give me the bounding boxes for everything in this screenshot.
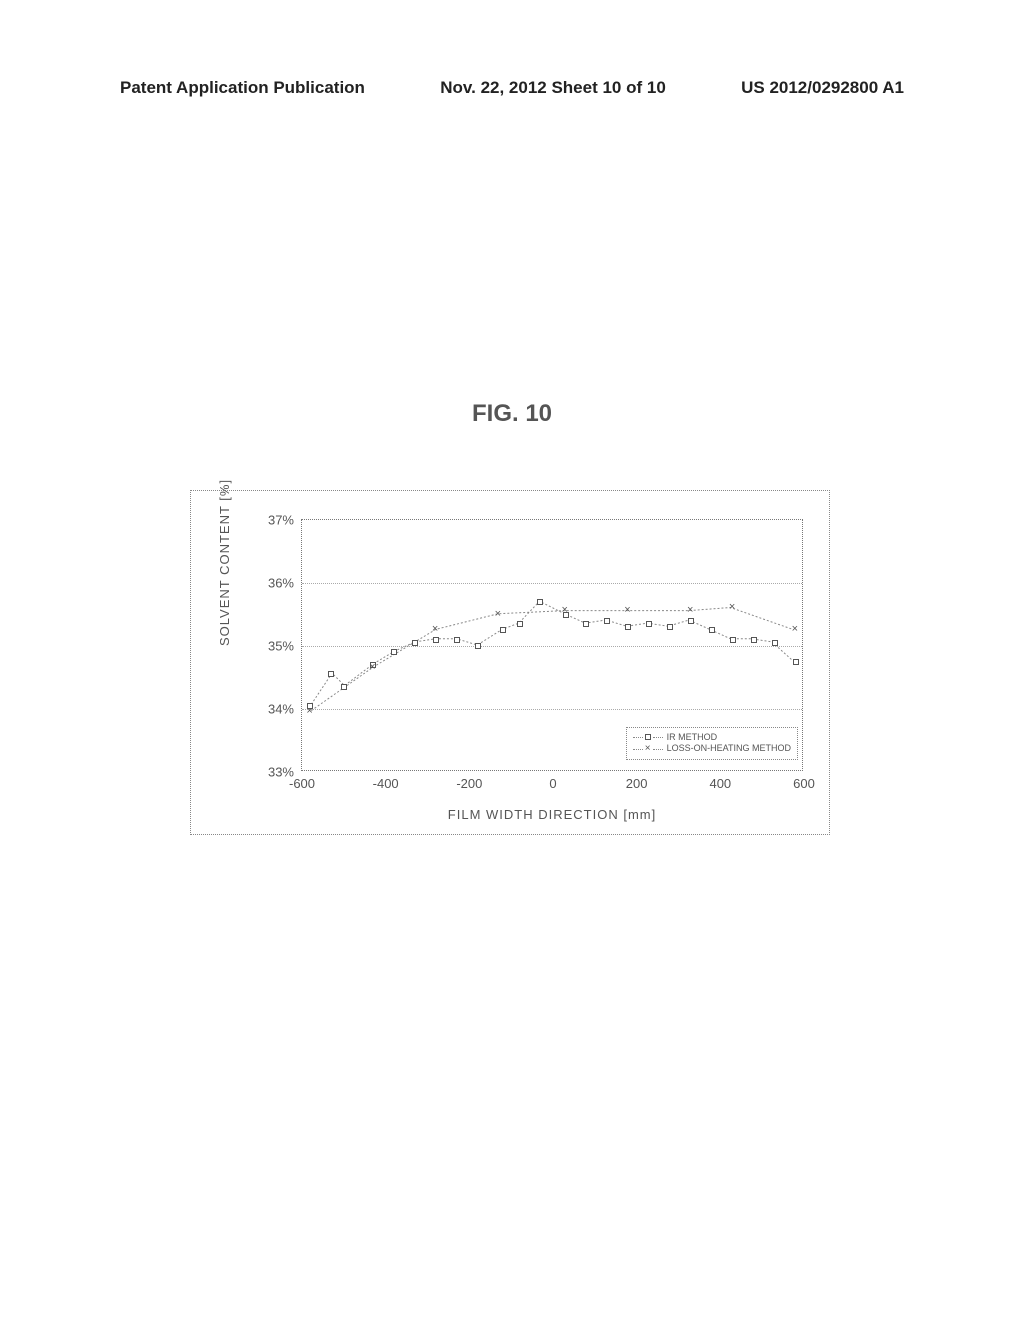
figure-label: FIG. 10	[0, 400, 1024, 428]
marker-x: ×	[432, 624, 438, 635]
marker-square	[604, 618, 610, 624]
y-tick-label: 36%	[268, 576, 294, 591]
marker-square	[772, 640, 778, 646]
marker-x: ×	[792, 624, 798, 635]
marker-square	[709, 627, 715, 633]
y-tick-label: 37%	[268, 513, 294, 528]
x-axis-label: FILM WIDTH DIRECTION [mm]	[301, 807, 803, 822]
header-right: US 2012/0292800 A1	[741, 78, 904, 98]
marker-x: ×	[562, 605, 568, 616]
y-tick-label: 34%	[268, 702, 294, 717]
x-tick-label: 200	[626, 776, 648, 791]
marker-square	[537, 599, 543, 605]
x-tick-label: 0	[549, 776, 556, 791]
marker-square	[730, 637, 736, 643]
square-icon	[633, 734, 663, 740]
marker-square	[341, 684, 347, 690]
marker-square	[412, 640, 418, 646]
marker-x: ×	[369, 662, 375, 673]
marker-x: ×	[729, 602, 735, 613]
marker-x: ×	[624, 605, 630, 616]
marker-x: ×	[687, 605, 693, 616]
x-tick-label: -600	[289, 776, 315, 791]
marker-square	[646, 621, 652, 627]
marker-square	[391, 649, 397, 655]
header-center: Nov. 22, 2012 Sheet 10 of 10	[440, 78, 666, 98]
legend: IR METHOD × LOSS-ON-HEATING METHOD	[626, 727, 798, 760]
plot-area: 33%34%35%36%37%-600-400-2000200400600×××…	[301, 519, 803, 771]
marker-square	[583, 621, 589, 627]
marker-square	[500, 627, 506, 633]
marker-square	[454, 637, 460, 643]
marker-square	[625, 624, 631, 630]
marker-square	[433, 637, 439, 643]
y-tick-label: 35%	[268, 639, 294, 654]
x-tick-label: -200	[456, 776, 482, 791]
x-tick-label: 600	[793, 776, 815, 791]
marker-square	[667, 624, 673, 630]
legend-item: × LOSS-ON-HEATING METHOD	[633, 743, 791, 755]
legend-label: LOSS-ON-HEATING METHOD	[667, 743, 791, 755]
x-tick-label: 400	[709, 776, 731, 791]
marker-square	[517, 621, 523, 627]
marker-x: ×	[306, 706, 312, 717]
marker-square	[688, 618, 694, 624]
legend-item: IR METHOD	[633, 732, 791, 744]
marker-square	[475, 643, 481, 649]
x-tick-label: -400	[373, 776, 399, 791]
marker-square	[751, 637, 757, 643]
chart-container: SOLVENT CONTENT [%] 33%34%35%36%37%-600-…	[190, 490, 830, 835]
x-icon: ×	[633, 744, 663, 754]
marker-square	[328, 671, 334, 677]
marker-x: ×	[495, 609, 501, 620]
header-left: Patent Application Publication	[120, 78, 365, 98]
marker-square	[793, 659, 799, 665]
page-header: Patent Application Publication Nov. 22, …	[0, 78, 1024, 98]
legend-label: IR METHOD	[667, 732, 718, 744]
y-axis-label: SOLVENT CONTENT [%]	[217, 479, 232, 646]
